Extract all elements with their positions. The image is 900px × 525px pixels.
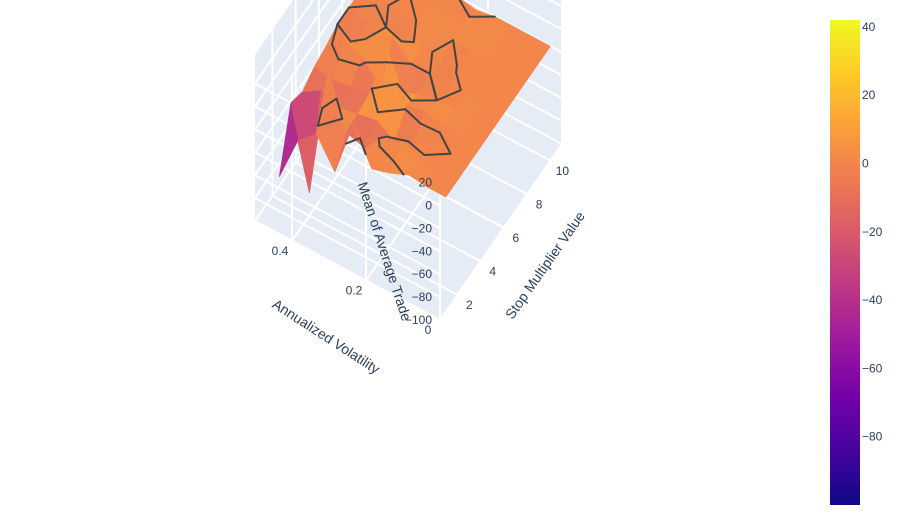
z-gridline bbox=[254, 220, 441, 321]
contour-line bbox=[335, 97, 344, 120]
colorbar-tick-label: −60 bbox=[862, 361, 883, 375]
contour-line bbox=[410, 62, 431, 75]
contour-line bbox=[337, 58, 361, 67]
contour-line bbox=[385, 4, 390, 29]
z-gridline bbox=[254, 174, 441, 276]
contour-layer bbox=[316, 0, 496, 176]
x-tick-label: 4 bbox=[489, 264, 496, 278]
contour-line bbox=[348, 4, 377, 9]
contour-line bbox=[428, 51, 434, 75]
contour-line bbox=[385, 135, 410, 143]
colorbar-tick-label: −80 bbox=[862, 430, 883, 444]
contour-line bbox=[396, 82, 413, 102]
contour-line bbox=[316, 117, 344, 127]
z-tick-label: −100 bbox=[405, 313, 432, 327]
contour-line bbox=[344, 137, 361, 145]
z-tick-label: −40 bbox=[412, 244, 433, 258]
y-gridline bbox=[439, 143, 563, 321]
y-tick-label: 0.2 bbox=[346, 283, 363, 297]
contour-line bbox=[400, 40, 415, 44]
surface-patch bbox=[519, 36, 551, 64]
colorbar-tick-label: −20 bbox=[862, 225, 883, 239]
contour-line bbox=[377, 137, 381, 148]
contour-line bbox=[412, 19, 418, 44]
z-tick-label: −60 bbox=[412, 267, 433, 281]
contour-line bbox=[321, 97, 338, 110]
contour-line bbox=[458, 0, 471, 18]
colorbar-gradient bbox=[830, 20, 860, 505]
contour-line bbox=[370, 87, 379, 114]
contour-line bbox=[330, 23, 339, 46]
z-gridline bbox=[254, 0, 331, 108]
z-gridline bbox=[254, 151, 441, 253]
contour-line bbox=[358, 137, 367, 156]
contour-line bbox=[385, 26, 403, 43]
y-axis-title: Annualized Volatility bbox=[270, 296, 383, 377]
contour-line bbox=[336, 23, 352, 43]
z-gridline bbox=[254, 105, 441, 207]
contour-line bbox=[370, 82, 399, 90]
colorbar-tick-label: −40 bbox=[862, 293, 883, 307]
contour-line bbox=[404, 108, 422, 125]
z-gridline bbox=[504, 0, 563, 31]
x-gridline bbox=[318, 127, 505, 229]
y-tick-label: 0.4 bbox=[272, 244, 289, 258]
contour-line bbox=[330, 43, 340, 61]
colorbar: −80 −60 −40 −20 0 20 40 bbox=[830, 20, 883, 505]
contour-line bbox=[455, 64, 458, 74]
contour-line bbox=[316, 107, 324, 127]
x-tick-label: 10 bbox=[556, 164, 570, 178]
contour-line bbox=[407, 140, 426, 156]
z-tick-label: 0 bbox=[425, 199, 432, 213]
contour-line bbox=[376, 108, 407, 114]
contour-line bbox=[364, 26, 388, 41]
colorbar-tick-label: 0 bbox=[862, 157, 869, 171]
z-gridline bbox=[254, 0, 346, 130]
contour-line bbox=[452, 39, 458, 67]
contour-line bbox=[455, 71, 462, 92]
x-gridline bbox=[271, 194, 458, 296]
tick-labels: 2 4 6 8 10 0 0.2 0.4 −100 −80 −60 −40 −20 0 20 bbox=[272, 164, 570, 337]
contour-line bbox=[431, 39, 455, 54]
contour-line bbox=[419, 122, 441, 134]
x-tick-label: 8 bbox=[536, 197, 543, 211]
contour-line bbox=[378, 145, 396, 163]
contour-line bbox=[377, 135, 388, 140]
z-tick-label: −20 bbox=[412, 221, 433, 235]
z-gridline bbox=[254, 197, 441, 298]
contour-line bbox=[336, 6, 351, 26]
surface-layer bbox=[279, 0, 551, 198]
colorbar-tick-label: 40 bbox=[862, 20, 876, 34]
contour-line bbox=[428, 72, 438, 102]
colorbar-tick-label: 20 bbox=[862, 88, 876, 102]
y-tick-label: 0 bbox=[425, 323, 432, 337]
contour-line bbox=[438, 131, 452, 155]
x-axis-title: Stop Multiplier Value bbox=[502, 208, 588, 322]
x-gridline bbox=[295, 161, 482, 263]
contour-line bbox=[349, 38, 367, 43]
z-tick-label: 20 bbox=[419, 176, 433, 190]
z-gridline bbox=[254, 0, 315, 85]
contour-line bbox=[423, 152, 452, 156]
x-tick-label: 2 bbox=[466, 298, 473, 312]
contour-line bbox=[387, 0, 401, 7]
contour-line bbox=[393, 160, 405, 176]
contour-line bbox=[358, 61, 367, 67]
contour-line bbox=[374, 4, 388, 29]
contour-line bbox=[435, 89, 462, 102]
x-tick-label: 6 bbox=[513, 231, 520, 245]
z-tick-label: −80 bbox=[412, 290, 433, 304]
contour-line bbox=[409, 0, 418, 22]
contour-line bbox=[386, 61, 413, 65]
